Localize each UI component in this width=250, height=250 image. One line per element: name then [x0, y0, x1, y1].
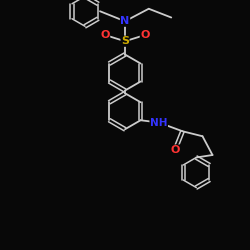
Text: N: N	[120, 16, 130, 26]
Text: O: O	[140, 30, 150, 40]
Text: O: O	[100, 30, 110, 40]
Text: S: S	[121, 36, 129, 46]
Text: O: O	[170, 145, 180, 155]
Text: NH: NH	[150, 118, 168, 128]
